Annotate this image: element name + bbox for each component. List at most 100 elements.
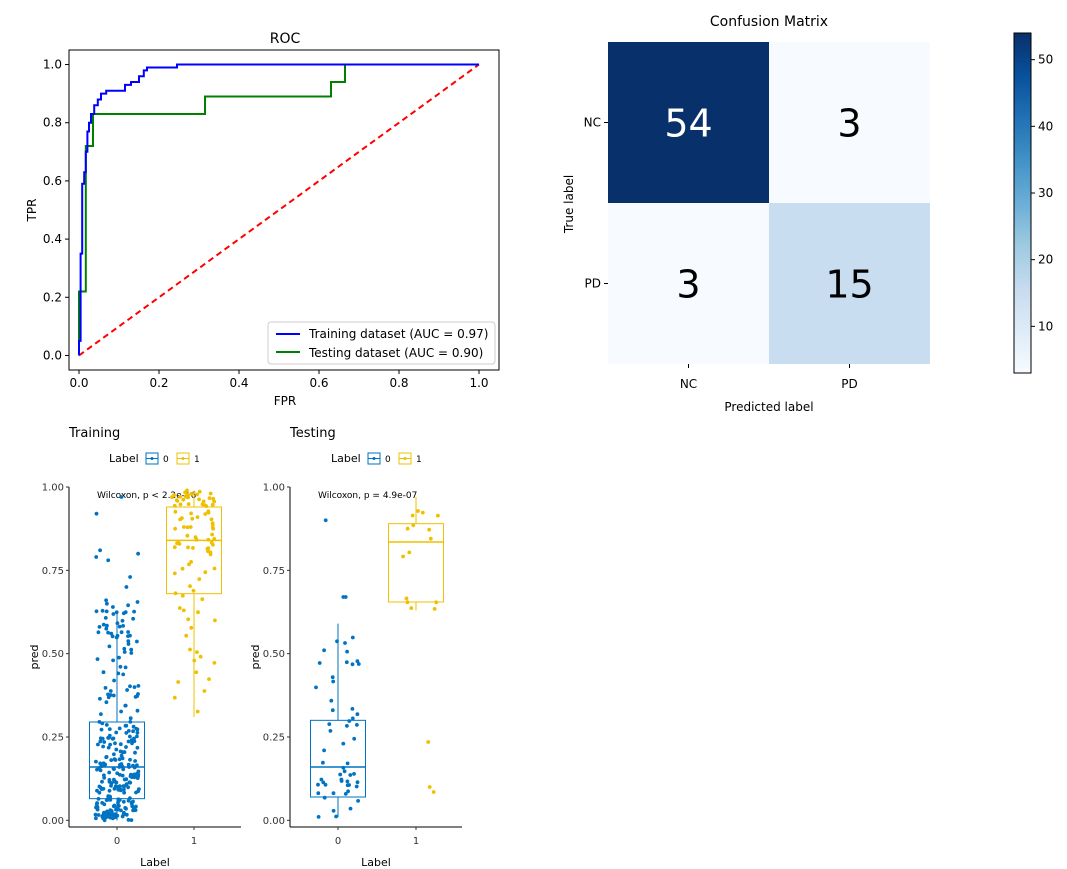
data-point	[124, 806, 128, 811]
cm-cell	[608, 203, 769, 364]
data-point	[331, 679, 336, 684]
data-point	[314, 685, 318, 690]
data-point	[352, 736, 357, 741]
roc-chart: ROC 0.0 0.2 0.4 0.6 0.8 1.0 0.0 0.2 0.4 0.6 0.8 1.…	[25, 31, 500, 408]
data-point	[117, 757, 122, 762]
data-point	[356, 799, 360, 803]
cm-cell-value: 3	[837, 102, 861, 146]
legend-label-training: Training dataset (AUC = 0.97)	[308, 327, 488, 341]
data-point	[427, 527, 432, 532]
data-point	[126, 739, 131, 744]
data-point	[189, 491, 194, 496]
data-point	[133, 759, 138, 763]
ytick-label: 0.50	[263, 649, 285, 660]
ytick-label: 0.50	[42, 649, 64, 660]
data-point	[111, 605, 115, 609]
data-point	[126, 634, 130, 638]
boxplot-title: Training	[68, 426, 120, 441]
data-point	[104, 755, 109, 760]
data-point	[127, 780, 132, 785]
ytick-label: 1.00	[42, 483, 64, 494]
data-point	[346, 789, 350, 794]
data-point	[120, 618, 125, 623]
data-point	[116, 800, 120, 805]
data-point	[178, 494, 183, 499]
data-point	[428, 536, 433, 541]
data-point	[134, 726, 139, 731]
data-point	[116, 807, 121, 812]
data-point	[105, 601, 109, 606]
data-point	[207, 677, 211, 681]
data-point	[126, 762, 131, 767]
data-point	[97, 720, 102, 724]
roc-xtick-label: 0.0	[69, 376, 88, 390]
data-point	[100, 608, 105, 613]
xtick-label: 0	[114, 836, 120, 847]
wilcoxon-annotation: Wilcoxon, p < 2.2e-16	[97, 491, 197, 501]
data-point	[128, 575, 133, 579]
xtick-label: 1	[413, 836, 419, 847]
data-point	[348, 806, 353, 811]
data-point	[335, 639, 339, 644]
roc-xtick-label: 0.8	[389, 376, 408, 390]
data-point	[197, 489, 202, 494]
roc-legend: Training dataset (AUC = 0.97) Testing da…	[267, 321, 496, 365]
data-point	[112, 779, 117, 783]
data-point	[126, 729, 131, 733]
data-point	[116, 804, 120, 809]
data-point	[416, 509, 420, 513]
data-point	[99, 787, 104, 791]
legend-key-dot	[150, 457, 154, 460]
data-point	[121, 784, 126, 788]
data-point	[107, 727, 112, 731]
data-point	[176, 680, 181, 684]
data-point	[135, 708, 140, 713]
data-point	[131, 808, 136, 813]
data-point	[106, 695, 111, 700]
data-point	[213, 618, 217, 623]
data-point	[343, 641, 347, 645]
data-point	[117, 624, 122, 629]
data-point	[94, 759, 98, 764]
data-point	[323, 782, 328, 787]
cm-cell-value: 15	[825, 263, 873, 307]
data-point	[194, 670, 199, 675]
data-point	[136, 789, 141, 794]
roc-xtick-label: 0.4	[229, 376, 248, 390]
data-point	[188, 584, 192, 588]
ytick-label: 0.75	[42, 566, 64, 577]
data-point	[191, 588, 196, 593]
data-point	[212, 499, 217, 504]
roc-xtick-label: 0.2	[149, 376, 168, 390]
data-point	[195, 709, 200, 714]
data-point	[404, 596, 409, 601]
testing-boxplot: Testing Label 0 1 0.00 0.25 0.50 0.75 1.00 Label p…	[249, 426, 462, 869]
data-point	[111, 812, 115, 816]
data-point	[206, 509, 211, 514]
data-point	[172, 545, 177, 550]
data-point	[329, 698, 334, 703]
data-point	[172, 493, 176, 498]
data-point	[189, 560, 194, 564]
data-point	[330, 675, 335, 680]
data-point	[355, 780, 360, 785]
data-point	[93, 812, 98, 817]
data-point	[341, 765, 346, 770]
cm-xtick-label: NC	[680, 377, 697, 391]
data-point	[197, 577, 202, 581]
data-point	[115, 621, 120, 626]
cm-ytick-label: NC	[584, 116, 601, 130]
data-point	[345, 779, 350, 784]
data-point	[184, 633, 189, 638]
data-point	[184, 494, 188, 499]
data-point	[338, 772, 343, 777]
roc-xtick-label: 1.0	[469, 376, 488, 390]
data-point	[407, 550, 412, 555]
data-point	[195, 515, 200, 519]
data-point	[96, 630, 101, 635]
data-point	[189, 625, 194, 630]
data-point	[319, 777, 324, 782]
data-point	[129, 651, 134, 655]
data-point	[180, 566, 185, 571]
data-point	[124, 723, 129, 728]
